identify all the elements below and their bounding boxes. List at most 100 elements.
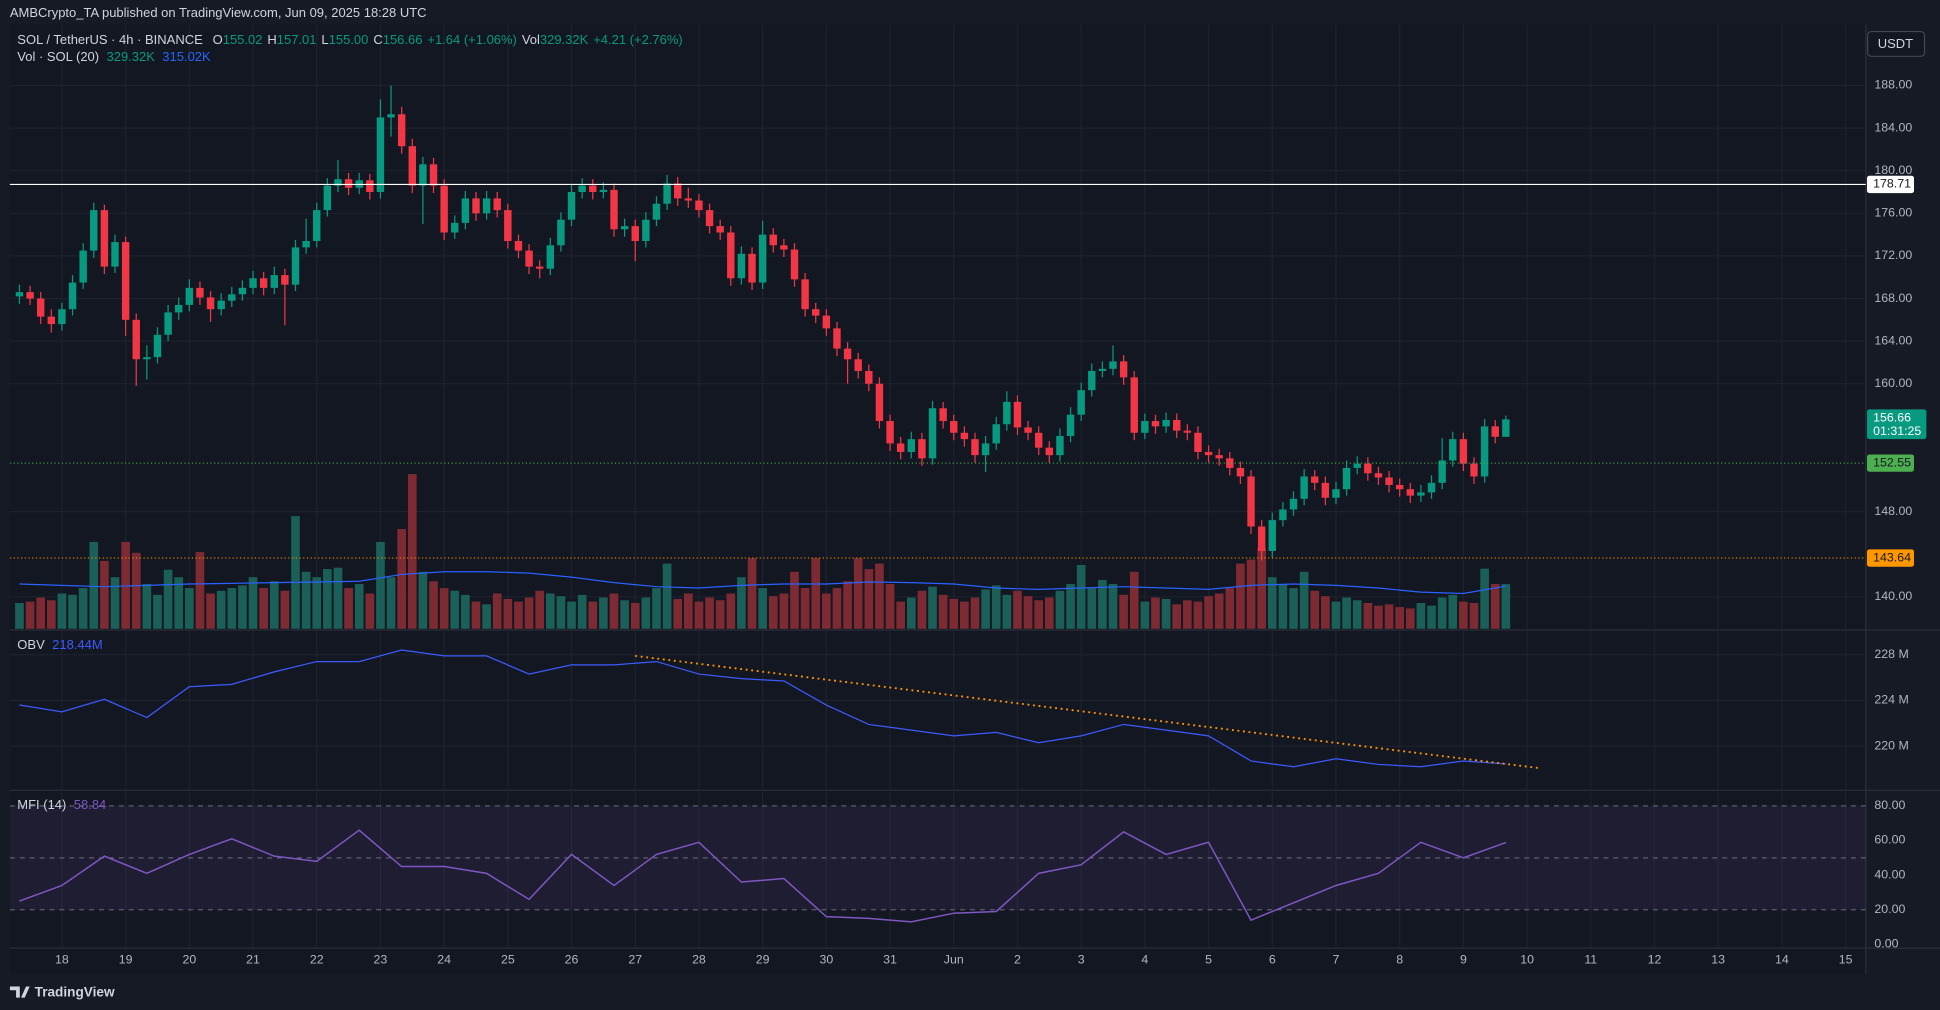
volume-bar bbox=[928, 586, 937, 629]
volume-bar bbox=[896, 601, 906, 629]
candle-body bbox=[674, 183, 682, 199]
candle-body bbox=[90, 210, 98, 251]
volume-bar bbox=[78, 588, 88, 629]
candle-body bbox=[1119, 361, 1128, 378]
candle-body bbox=[1279, 509, 1287, 521]
candle-body bbox=[387, 114, 395, 118]
x-tick-label: 21 bbox=[246, 953, 260, 967]
candle-body bbox=[249, 278, 257, 288]
volume-bar bbox=[726, 593, 736, 629]
volume-bar bbox=[1448, 594, 1458, 629]
volume-bar bbox=[790, 571, 799, 629]
candle-body bbox=[68, 282, 77, 310]
volume-bar bbox=[768, 596, 778, 629]
volume-bar bbox=[248, 577, 258, 629]
volume-bar bbox=[630, 602, 640, 629]
volume-bar bbox=[683, 593, 693, 629]
candle-body bbox=[1247, 476, 1255, 527]
volume-bar bbox=[822, 593, 831, 629]
x-tick-label: Jun bbox=[944, 953, 964, 967]
x-tick-label: 30 bbox=[819, 953, 833, 967]
volume-bar bbox=[1331, 601, 1341, 629]
price-label: 156.66 bbox=[1873, 410, 1911, 424]
x-tick-label: 31 bbox=[883, 953, 897, 967]
volume-bar bbox=[1246, 559, 1256, 629]
x-tick-label: 12 bbox=[1648, 953, 1662, 967]
volume-bar bbox=[1214, 593, 1224, 629]
candle-body bbox=[631, 226, 639, 242]
mfi-tick-label: 40.00 bbox=[1874, 867, 1905, 881]
volume-bar bbox=[577, 594, 587, 629]
x-tick-label: 25 bbox=[501, 953, 515, 967]
volume-bar bbox=[1405, 608, 1415, 629]
volume-bar bbox=[662, 563, 672, 629]
volume-bar bbox=[1076, 564, 1086, 629]
y-tick-label: 188.00 bbox=[1874, 78, 1912, 92]
volume-bar bbox=[652, 588, 661, 629]
currency-button[interactable] bbox=[1867, 30, 1926, 57]
volume-bar bbox=[949, 598, 959, 629]
volume-bar bbox=[1427, 605, 1436, 629]
volume-bar bbox=[376, 541, 385, 629]
volume-bar bbox=[1395, 607, 1405, 629]
volume-bar bbox=[970, 597, 980, 629]
x-tick-label: 2 bbox=[1014, 953, 1021, 967]
candle-body bbox=[1151, 421, 1160, 427]
x-tick-label: 18 bbox=[55, 953, 69, 967]
volume-bar bbox=[853, 558, 863, 629]
currency[interactable]: USDT bbox=[1878, 36, 1913, 51]
candle-body bbox=[397, 114, 406, 147]
volume-bar bbox=[694, 601, 704, 629]
candle-body bbox=[1215, 455, 1223, 459]
candle-body bbox=[1332, 489, 1340, 498]
volume-bar bbox=[184, 588, 194, 629]
x-tick-label: 13 bbox=[1711, 953, 1725, 967]
volume-bar bbox=[1055, 590, 1065, 629]
x-tick-label: 24 bbox=[437, 953, 451, 967]
candle-body bbox=[1502, 419, 1510, 437]
volume-bar bbox=[291, 516, 300, 629]
obv-tick-label: 220 M bbox=[1874, 738, 1908, 752]
volume-bar bbox=[1023, 596, 1033, 629]
mfi-value: 58.84 bbox=[74, 797, 106, 812]
obv-tick-label: 228 M bbox=[1874, 647, 1908, 661]
candle-body bbox=[960, 432, 969, 440]
mfi-tick-label: 60.00 bbox=[1874, 833, 1905, 847]
candle-body bbox=[822, 315, 831, 329]
obv-trendline bbox=[635, 654, 1538, 769]
volume-bar bbox=[864, 569, 874, 629]
candle-body bbox=[472, 198, 480, 214]
volume-bar bbox=[1490, 583, 1500, 629]
volume-bar bbox=[1108, 583, 1118, 629]
candle-body bbox=[1098, 368, 1107, 371]
volume-bar bbox=[407, 474, 417, 629]
x-tick-label: 11 bbox=[1584, 953, 1597, 967]
volume-legend: Vol · SOL (20) 329.32K 315.02K bbox=[17, 50, 211, 65]
candle-body bbox=[451, 222, 459, 233]
volume-bar bbox=[737, 577, 746, 629]
candle-body bbox=[1024, 427, 1032, 433]
candle-body bbox=[1109, 361, 1117, 369]
candle-body bbox=[875, 383, 884, 422]
volume-bar bbox=[981, 589, 990, 629]
candle-body bbox=[918, 439, 926, 459]
mfi-legend: MFI (14) 58.84 bbox=[17, 797, 106, 812]
volume-bar bbox=[524, 597, 534, 629]
volume-bar bbox=[301, 571, 311, 629]
candle-body bbox=[928, 408, 937, 459]
legend-vol-key: Vol bbox=[522, 32, 540, 47]
candle-body bbox=[642, 219, 650, 242]
candle-body bbox=[1491, 426, 1499, 437]
volume-bar bbox=[758, 588, 767, 629]
volume-bar bbox=[429, 581, 438, 629]
level-label: 178.71 bbox=[1873, 177, 1911, 191]
candle-body bbox=[429, 164, 438, 186]
candle-body bbox=[907, 439, 916, 452]
volume-bar bbox=[535, 590, 545, 629]
volume-bar bbox=[747, 558, 757, 629]
candle-body bbox=[121, 242, 130, 320]
candle-body bbox=[461, 198, 470, 223]
volume-bar bbox=[1416, 602, 1426, 629]
candle-body bbox=[482, 198, 491, 214]
volume-bar bbox=[885, 583, 895, 629]
